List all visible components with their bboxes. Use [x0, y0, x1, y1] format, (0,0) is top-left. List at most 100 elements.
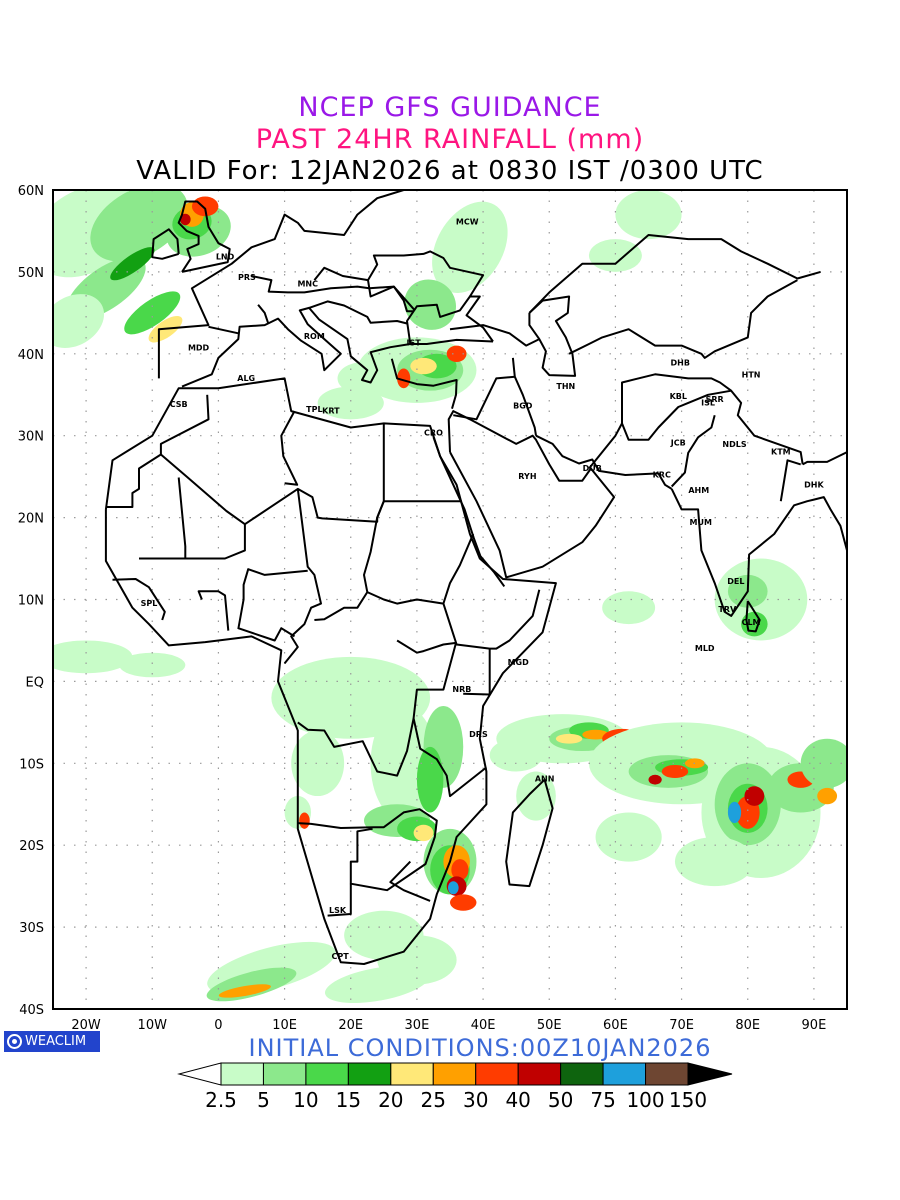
boundary-line [588, 373, 804, 470]
colorbar-tick-label: 25 [421, 1088, 446, 1112]
boundary-line [802, 451, 847, 466]
latitude-tick-label: 20S [19, 839, 44, 854]
boundary-line [181, 306, 494, 388]
boundary-line [376, 423, 385, 518]
rain-cell [744, 786, 765, 806]
rain-cell [90, 190, 188, 262]
rain-cell [602, 591, 656, 625]
map-frame [52, 189, 848, 1010]
colorbar-tick-label: 100 [626, 1088, 664, 1112]
boundary-line [139, 477, 187, 560]
boundary-line [505, 778, 554, 888]
colorbar-swatch [262, 1062, 307, 1086]
boundary-line [237, 627, 296, 642]
boundary-line [313, 250, 485, 298]
longitude-labels: 20W 10W 0 10E 20E 30E 40E 50E 60E 70E 80E 90E [71, 1018, 826, 1033]
boundary-line [511, 357, 537, 436]
boundary-line [528, 295, 577, 377]
longitude-tick-label: 20E [338, 1018, 363, 1033]
colorbar-low-arrow [177, 1062, 222, 1086]
station-label: SPL [141, 599, 158, 608]
colorbar-swatch [220, 1062, 264, 1086]
station-label: PRS [238, 273, 256, 282]
station-label: ANN [535, 774, 555, 783]
rain-cell [661, 764, 689, 779]
boundary-line [151, 228, 180, 260]
rain-cell [299, 812, 310, 829]
boundary-line [297, 718, 415, 777]
latitude-tick-label: 40S [19, 1003, 44, 1018]
longitude-tick-label: 90E [802, 1018, 827, 1033]
colorbar-swatch [475, 1062, 519, 1086]
station-label: MGD [508, 658, 530, 667]
latitude-tick-label: 20N [18, 512, 44, 527]
boundary-line [453, 375, 515, 421]
rain-cell [489, 738, 543, 772]
colorbar-tick-label: 150 [669, 1088, 707, 1112]
rain-cell [180, 213, 191, 226]
boundary-line [280, 410, 299, 486]
rain-cell [218, 984, 271, 998]
boundary-line [568, 279, 798, 359]
rain-cell [800, 738, 847, 788]
longitude-tick-label: 80E [735, 1018, 760, 1033]
longitude-tick-label: 60E [603, 1018, 628, 1033]
rain-cell [377, 935, 457, 985]
station-label: MUM [690, 518, 712, 527]
colorbar-swatch [432, 1062, 477, 1086]
rainfall-field [53, 190, 847, 1003]
boundary-line [390, 358, 458, 409]
boundary-line [257, 304, 269, 324]
rain-cell [674, 837, 755, 887]
station-label: LSK [329, 906, 347, 915]
longitude-tick-label: 10W [138, 1018, 168, 1033]
station-label: DHK [804, 480, 824, 489]
longitude-tick-label: 20W [71, 1018, 101, 1033]
rain-cell [53, 294, 105, 348]
boundary-line [314, 517, 379, 621]
station-label: TRV [718, 605, 737, 614]
station-label: KRT [322, 407, 340, 416]
station-label: MNC [297, 280, 318, 289]
station-label: NDLS [722, 440, 746, 449]
weaclim-badge[interactable]: WEACLIM [4, 1031, 100, 1052]
station-label: KRC [653, 470, 671, 479]
rain-cell [648, 774, 662, 785]
boundary-line [745, 600, 761, 633]
boundary-line [297, 808, 438, 892]
rain-cell [595, 812, 662, 862]
colorbar-swatch [560, 1062, 604, 1086]
station-label: JCB [670, 439, 686, 448]
station-label: CRO [424, 429, 443, 438]
rain-cell [317, 386, 384, 420]
boundary-line [157, 190, 404, 379]
station-label: DUB [583, 464, 602, 473]
colorbar-tick-label: 50 [548, 1088, 573, 1112]
longitude-tick-label: 30E [405, 1018, 430, 1033]
latitude-tick-label: EQ [26, 675, 44, 690]
colorbar-tick-label: 40 [505, 1088, 530, 1112]
boundary-line [237, 568, 308, 630]
colorbar-swatch [602, 1062, 647, 1086]
boundary-line [670, 488, 847, 617]
station-label: KTM [771, 448, 791, 457]
station-label: CPT [332, 952, 350, 961]
longitude-tick-label: 50E [537, 1018, 562, 1033]
boundary-line [208, 325, 239, 335]
rain-cell [615, 190, 682, 240]
rain-cell [397, 368, 411, 389]
boundary-line [112, 578, 166, 621]
boundary-line [463, 648, 491, 696]
colorbar-swatch [390, 1062, 434, 1086]
station-label: DEL [727, 577, 744, 586]
boundary-line [535, 434, 673, 490]
boundary-line [104, 377, 557, 965]
colorbar-tick-label: 5 [257, 1088, 270, 1112]
boundary-line [308, 300, 408, 325]
station-label: HTN [742, 371, 761, 380]
rain-cell [432, 201, 508, 293]
rain-cell [450, 894, 477, 911]
boundary-line [197, 590, 230, 631]
station-label: SRR [706, 395, 724, 404]
station-label: THN [556, 382, 575, 391]
